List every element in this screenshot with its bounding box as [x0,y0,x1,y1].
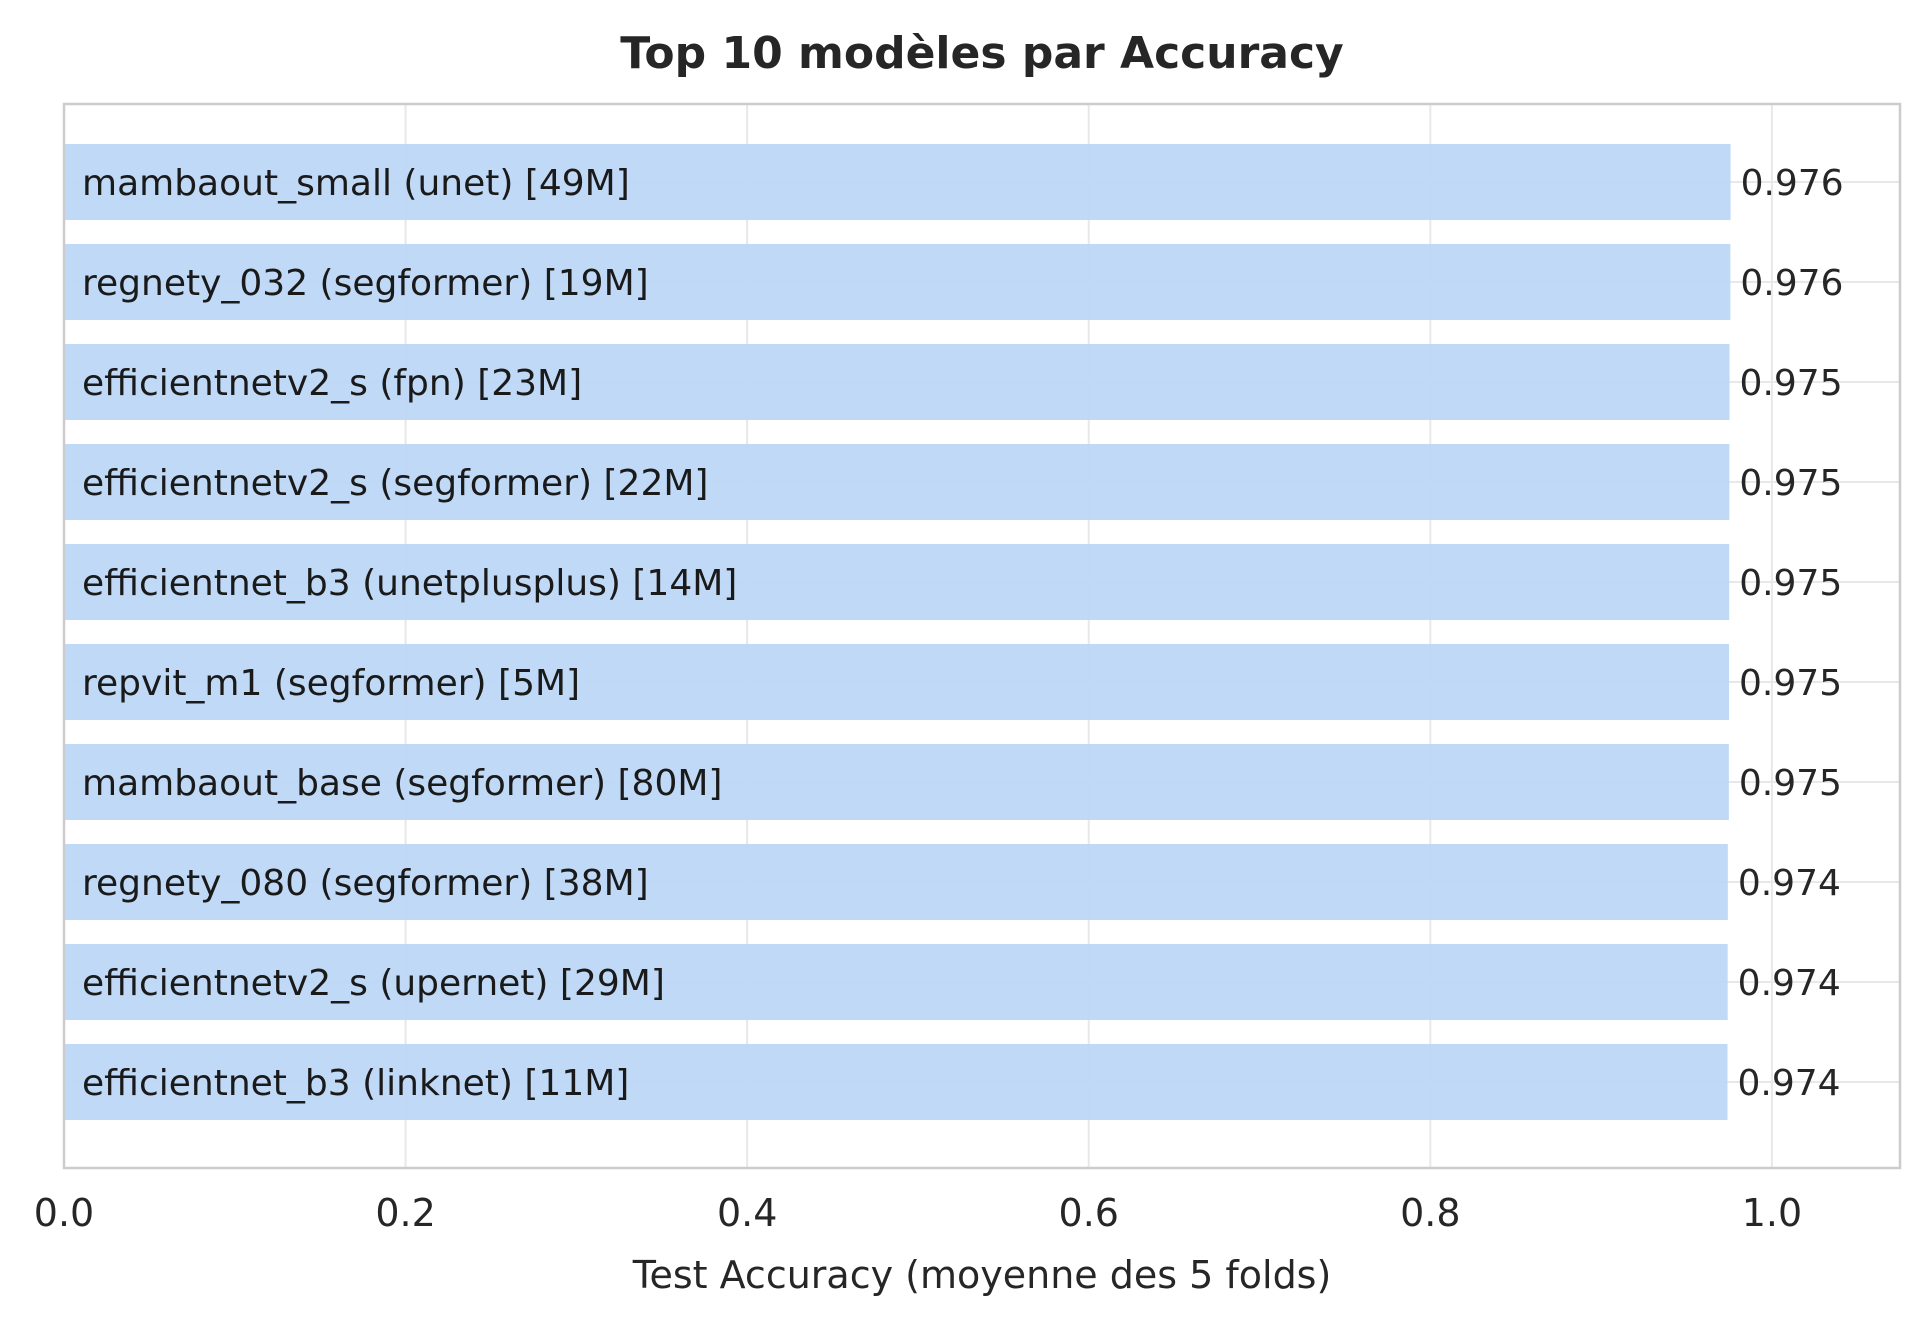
bar-value-label: 0.975 [1739,763,1842,804]
bar [64,144,1731,220]
x-axis-ticks: 0.0 0.2 0.4 0.6 0.8 1.0 [34,1191,1802,1235]
x-axis-label: Test Accuracy (moyenne des 5 folds) [632,1253,1332,1297]
x-tick-label: 0.2 [375,1191,435,1235]
x-tick-label: 1.0 [1742,1191,1802,1235]
bar-category-label: repvit_m1 (segformer) [5M] [82,663,580,704]
bar [64,244,1731,320]
x-tick-label: 0.8 [1400,1191,1460,1235]
x-tick-label: 0.6 [1059,1191,1119,1235]
bar [64,1044,1728,1120]
bar [64,444,1730,520]
bar-value-label: 0.975 [1739,563,1842,604]
x-tick-label: 0.4 [717,1191,777,1235]
bar-value-label: 0.975 [1739,463,1842,504]
bar-value-label: 0.976 [1740,263,1843,304]
bar [64,744,1729,820]
bar-value-label: 0.976 [1741,163,1844,204]
bar-category-label: efficientnet_b3 (unetplusplus) [14M] [82,563,737,604]
plot-frame [62,102,1902,1170]
bar-value-label: 0.974 [1738,863,1841,904]
bar [64,944,1728,1020]
x-tick-label: 0.0 [34,1191,94,1235]
bar-category-label: regnety_080 (segformer) [38M] [82,863,649,904]
bar-value-label: 0.974 [1738,1063,1841,1104]
bar [64,544,1730,620]
bar-category-label: efficientnetv2_s (segformer) [22M] [82,463,708,504]
bar-value-label: 0.975 [1739,663,1842,704]
bar [64,344,1730,420]
bar-category-label: mambaout_small (unet) [49M] [82,163,630,204]
bar-category-label: efficientnetv2_s (fpn) [23M] [82,363,582,404]
bar-category-label: efficientnetv2_s (upernet) [29M] [82,963,665,1004]
bar [64,644,1730,720]
bar [64,844,1728,920]
bar-category-label: efficientnet_b3 (linknet) [11M] [82,1063,629,1104]
chart-title: Top 10 modèles par Accuracy [620,28,1344,79]
bar-value-label: 0.975 [1740,363,1843,404]
bars: mambaout_small (unet) [49M] 0.976 regnety_… [64,144,1844,1120]
bar-value-label: 0.974 [1738,963,1841,1004]
bar-category-label: mambaout_base (segformer) [80M] [82,763,722,804]
bar-category-label: regnety_032 (segformer) [19M] [82,263,649,304]
